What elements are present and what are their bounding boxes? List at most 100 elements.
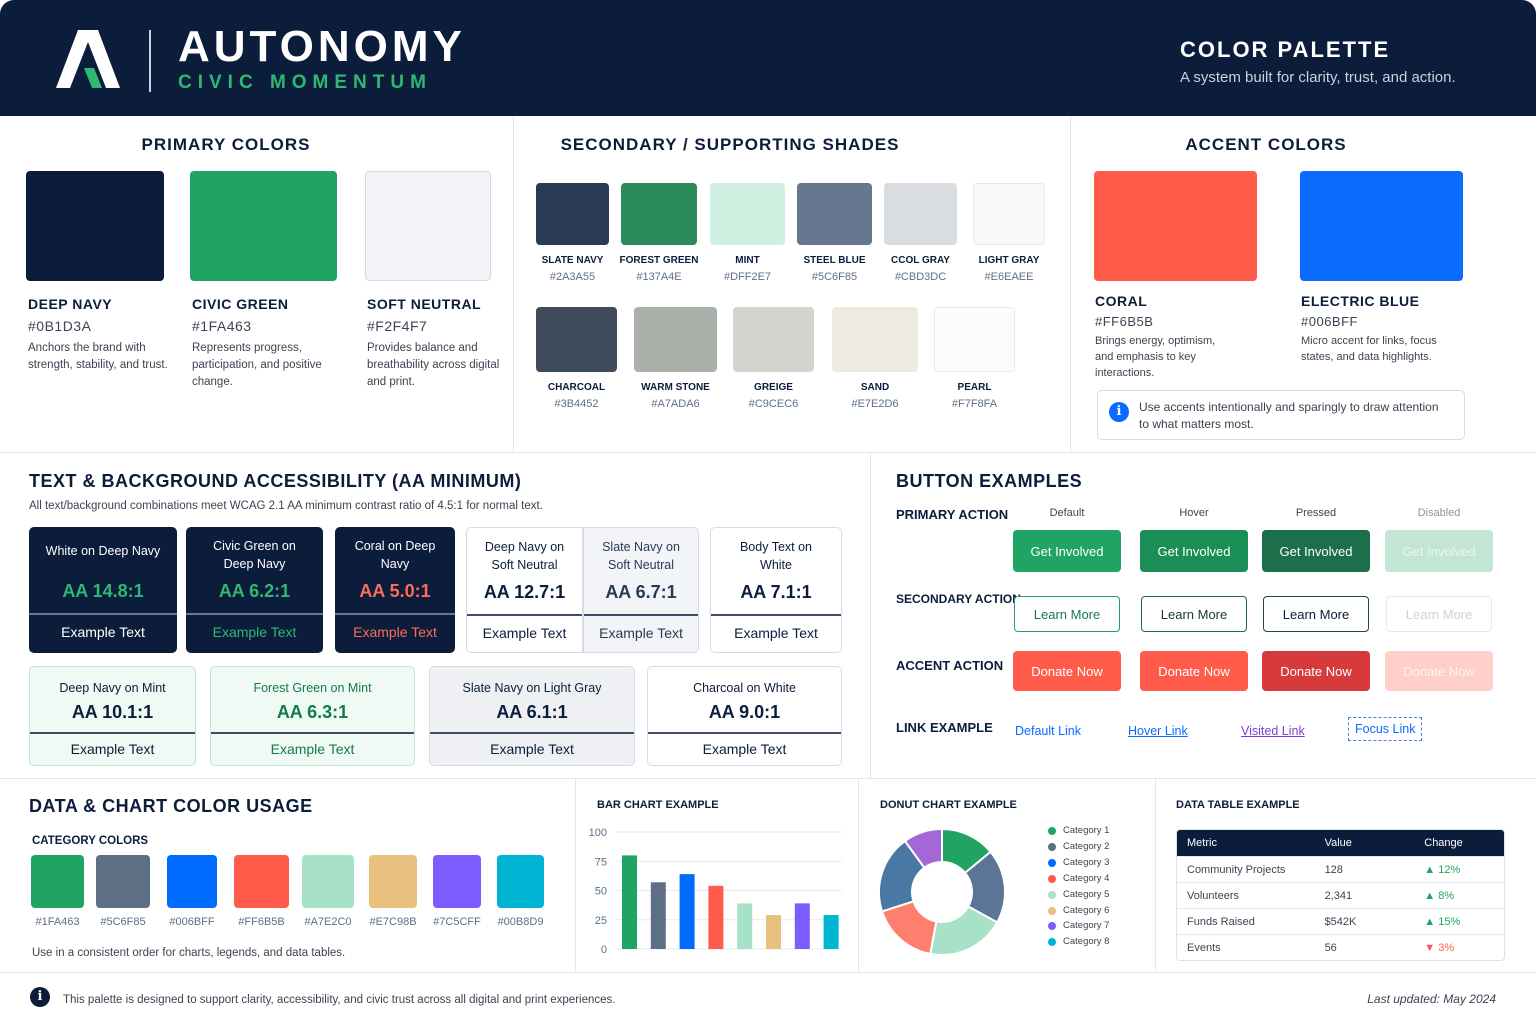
info-icon: i xyxy=(30,987,50,1007)
get-involved-button-default[interactable]: Get Involved xyxy=(1013,530,1121,572)
row-label: SECONDARY ACTION xyxy=(896,592,1021,606)
category-note: Use in a consistent order for charts, le… xyxy=(32,947,346,959)
contrast-ratio: AA 10.1:1 xyxy=(71,702,154,722)
bar-chart-title: BAR CHART EXAMPLE xyxy=(597,799,719,811)
example-text: Example Text xyxy=(490,741,574,757)
state-label: Disabled xyxy=(1417,507,1461,519)
example-text: Example Text xyxy=(702,741,787,757)
color-swatch xyxy=(26,171,164,281)
donate-now-button-pressed[interactable]: Donate Now xyxy=(1262,651,1370,691)
category-colors-title: CATEGORY COLORS xyxy=(32,835,149,847)
color-description: Brings energy, optimism, and emphasis to… xyxy=(1095,335,1216,379)
category-swatch xyxy=(167,855,217,908)
color-name: DEEP NAVY xyxy=(28,296,113,312)
color-name: CIVIC GREEN xyxy=(192,296,289,312)
card-divider xyxy=(467,614,582,616)
learn-more-button-pressed[interactable]: Learn More xyxy=(1263,596,1369,632)
contrast-ratio: AA 6.3:1 xyxy=(276,702,349,722)
color-hex: #1FA463 xyxy=(192,318,252,334)
legend-label: Category 2 xyxy=(1063,840,1110,852)
row-label: LINK EXAMPLE xyxy=(896,720,993,735)
bar xyxy=(737,903,753,949)
contrast-ratio: AA 6.2:1 xyxy=(218,581,291,601)
example-text: Example Text xyxy=(353,624,437,640)
card-divider xyxy=(584,614,698,616)
color-hex: #A7ADA6 xyxy=(651,398,700,410)
divider xyxy=(858,778,859,972)
get-involved-button-pressed[interactable]: Get Involved xyxy=(1262,530,1370,572)
color-swatch xyxy=(365,171,491,281)
link-visited-link[interactable]: Visited Link xyxy=(1241,724,1305,738)
example-text: Example Text xyxy=(212,624,297,640)
cell-change: ▲ 15% xyxy=(1424,916,1504,928)
cell-metric: Community Projects xyxy=(1187,863,1286,876)
category-swatch xyxy=(31,855,84,908)
legend-label: Category 4 xyxy=(1063,872,1110,884)
color-hex: #FF6B5B xyxy=(1095,314,1154,329)
learn-more-button-hover[interactable]: Learn More xyxy=(1141,596,1247,632)
category-hex: #00B8D9 xyxy=(497,916,544,928)
table-row: Volunteers 2,341 ▲ 8% xyxy=(1177,882,1504,908)
bar-chart: 100 75 50 25 0 xyxy=(589,827,842,956)
color-swatch xyxy=(190,171,337,281)
cell-change: ▲ 8% xyxy=(1424,890,1504,902)
contrast-card: Slate Navy on Soft Neutral AA 6.7:1 Exampl… xyxy=(583,527,699,653)
get-involved-button-hover[interactable]: Get Involved xyxy=(1140,530,1248,572)
category-swatch xyxy=(234,855,289,908)
contrast-card: Deep Navy on Soft Neutral AA 12.7:1 Exampl… xyxy=(466,527,583,653)
card-label: Coral on Deep Navy xyxy=(354,539,436,571)
accessibility-subtitle: All text/background combinations meet WC… xyxy=(29,500,543,512)
donate-now-button-hover[interactable]: Donate Now xyxy=(1140,651,1248,691)
header: AUTONOMY CIVIC MOMENTUM COLOR PALETTE A … xyxy=(0,0,1536,116)
primary-colors-title: PRIMARY COLORS xyxy=(141,135,311,154)
contrast-ratio: AA 12.7:1 xyxy=(483,582,566,602)
link-focus-link[interactable]: Focus Link xyxy=(1348,717,1423,741)
card-divider xyxy=(648,732,841,734)
contrast-ratio: AA 6.1:1 xyxy=(496,702,568,722)
donate-now-button-default[interactable]: Donate Now xyxy=(1013,651,1121,691)
legend-dot-icon xyxy=(1048,890,1056,899)
color-name: ELECTRIC BLUE xyxy=(1301,293,1420,309)
arrow-up-icon: ▲ xyxy=(1424,863,1439,876)
example-text: Example Text xyxy=(270,741,355,757)
category-swatch xyxy=(302,855,354,908)
legend-label: Category 8 xyxy=(1063,936,1110,948)
legend-label: Category 3 xyxy=(1063,856,1110,868)
color-swatch xyxy=(710,183,785,245)
card-divider xyxy=(211,732,414,734)
link-default-link[interactable]: Default Link xyxy=(1015,724,1082,738)
footer-text: This palette is designed to support clar… xyxy=(63,994,616,1006)
color-description: Provides balance and breathability acros… xyxy=(367,342,500,388)
card-label: Forest Green on Mint xyxy=(253,681,372,695)
learn-more-button-default[interactable]: Learn More xyxy=(1014,596,1120,632)
contrast-card: Coral on Deep Navy AA 5.0:1 Example Text xyxy=(335,527,455,653)
accent-note-text: Use accents intentionally and sparingly … xyxy=(1139,400,1439,431)
column-header: Change xyxy=(1424,837,1463,849)
donut-chart-title: DONUT CHART EXAMPLE xyxy=(880,799,1017,811)
info-icon: i xyxy=(1109,402,1129,422)
color-hex: #C9CEC6 xyxy=(748,398,799,410)
color-name: GREIGE xyxy=(754,382,793,393)
column-header: Metric xyxy=(1187,837,1217,849)
data-table: Metric Value Change Community Projects 128 ▲ … xyxy=(1176,829,1505,961)
card-label: Body Text on White xyxy=(739,540,813,572)
category-hex: #006BFF xyxy=(169,916,215,928)
legend-dot-icon xyxy=(1048,874,1056,883)
divider xyxy=(513,116,514,452)
link-hover-link[interactable]: Hover Link xyxy=(1128,724,1188,738)
legend-dot-icon xyxy=(1048,938,1056,947)
logo-divider xyxy=(149,30,151,92)
cell-value: $542K xyxy=(1324,915,1357,928)
column-header: Value xyxy=(1324,837,1352,849)
divider xyxy=(0,778,1536,779)
card-label: Deep Navy on Mint xyxy=(59,681,166,695)
change-value: 15% xyxy=(1438,915,1461,928)
cell-change: ▼ 3% xyxy=(1424,942,1504,954)
contrast-ratio: AA 9.0:1 xyxy=(708,702,781,722)
card-label: White on Deep Navy xyxy=(45,544,161,558)
get-involved-button-disabled: Get Involved xyxy=(1385,530,1493,572)
card-divider xyxy=(430,732,634,734)
contrast-card: Charcoal on White AA 9.0:1 Example Text xyxy=(647,666,842,766)
example-text: Example Text xyxy=(70,741,155,757)
category-hex: #E7C98B xyxy=(369,916,417,928)
